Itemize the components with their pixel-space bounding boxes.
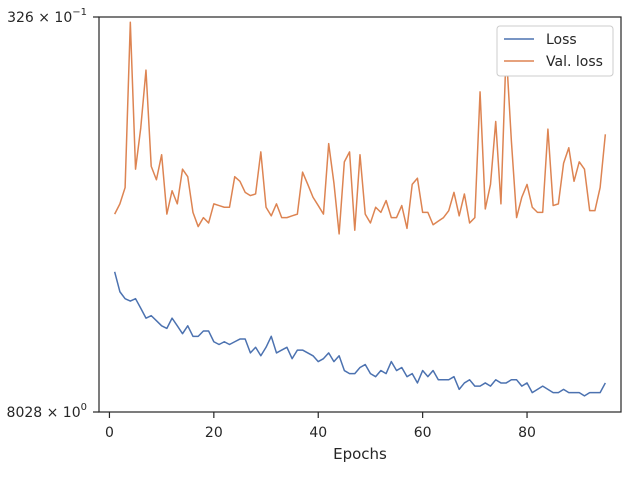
plot-area <box>99 17 621 412</box>
y-tick-label: 326 × 10−1 <box>7 7 87 26</box>
x-tick-label: 0 <box>105 425 114 441</box>
x-axis-title: Epochs <box>333 445 387 463</box>
series-line-loss <box>113 271 606 397</box>
plot-frame <box>98 16 622 413</box>
x-tick-label: 20 <box>205 425 223 441</box>
x-tick-label: 40 <box>309 425 327 441</box>
x-tick-label: 60 <box>414 425 432 441</box>
series-line-val-loss <box>113 21 607 235</box>
x-tick-label: 80 <box>518 425 536 441</box>
legend-label-loss: Loss <box>546 32 577 48</box>
x-axis: 0 20 40 60 80 <box>105 412 536 441</box>
y-axis: 8028 × 100 326 × 10−1 <box>7 7 99 421</box>
legend: Loss Val. loss <box>496 25 614 77</box>
series-layer <box>113 21 607 397</box>
legend-label-val-loss: Val. loss <box>546 54 603 70</box>
y-tick-label: 8028 × 100 <box>7 402 87 421</box>
